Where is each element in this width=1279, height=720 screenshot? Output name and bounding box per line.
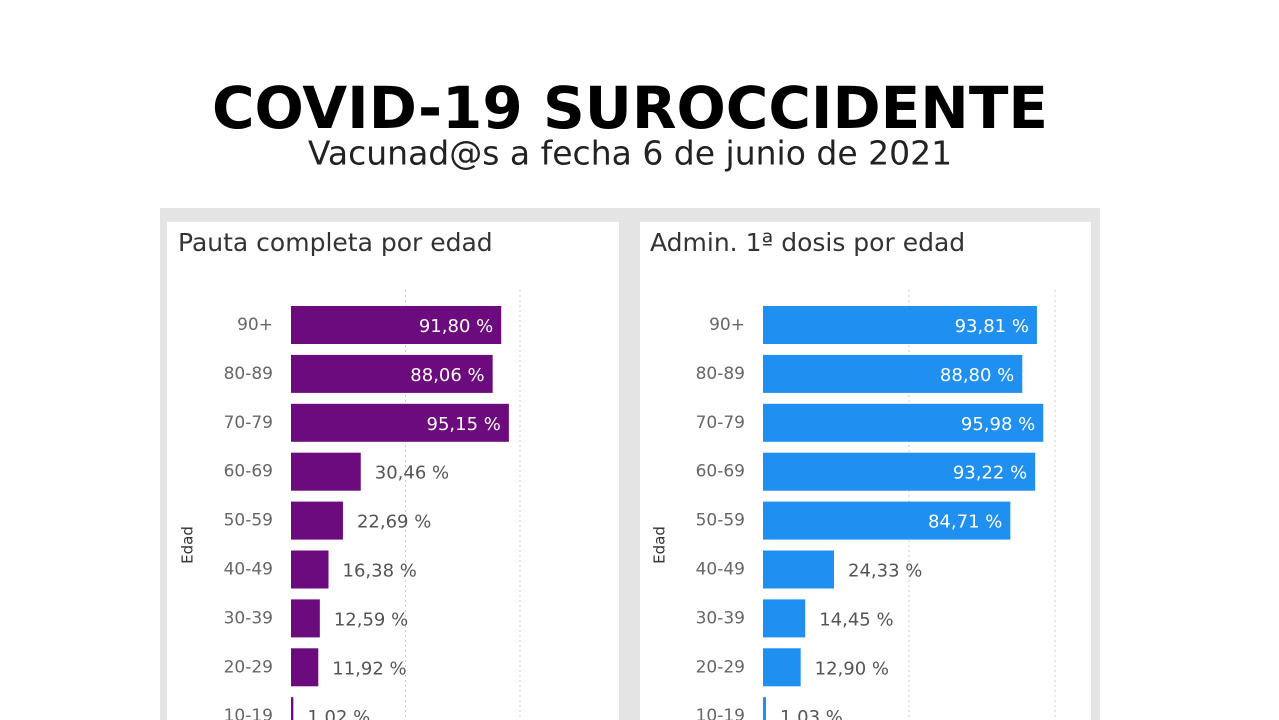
value-label: 24,33 % xyxy=(848,561,922,582)
bar xyxy=(291,599,320,638)
value-label: 12,90 % xyxy=(815,658,889,679)
category-label: 80-89 xyxy=(696,364,745,384)
value-label: 14,45 % xyxy=(819,609,893,630)
category-label: 60-69 xyxy=(224,462,273,482)
category-label: 50-59 xyxy=(224,511,273,531)
bar xyxy=(291,550,329,589)
value-label: 88,06 % xyxy=(410,365,484,386)
page-subtitle: Vacunad@s a fecha 6 de junio de 2021 xyxy=(308,134,952,173)
category-label: 90+ xyxy=(237,315,273,335)
category-label: 20-29 xyxy=(224,657,273,677)
value-label: 95,98 % xyxy=(961,414,1035,435)
bar xyxy=(291,306,502,344)
category-label: 30-39 xyxy=(696,608,745,628)
category-label: 10-19 xyxy=(696,706,745,720)
panel-title: Admin. 1ª dosis por edad xyxy=(650,228,965,257)
category-label: 70-79 xyxy=(696,413,745,433)
category-label: 60-69 xyxy=(696,462,745,482)
category-label: 70-79 xyxy=(224,413,273,433)
value-label: 95,15 % xyxy=(427,414,501,435)
panel xyxy=(167,222,619,720)
value-label: 11,92 % xyxy=(332,658,406,679)
bar xyxy=(291,648,319,687)
category-label: 80-89 xyxy=(224,364,273,384)
category-label: 40-49 xyxy=(224,560,273,580)
value-label: 88,80 % xyxy=(940,365,1014,386)
category-label: 50-59 xyxy=(696,511,745,531)
bar xyxy=(763,648,801,687)
value-label: 1,02 % xyxy=(307,707,370,720)
value-label: 91,80 % xyxy=(419,316,493,337)
bar xyxy=(763,306,1037,344)
bar xyxy=(291,697,294,720)
bar xyxy=(763,599,806,638)
bar xyxy=(763,354,1023,393)
bar xyxy=(291,501,343,540)
bar xyxy=(763,403,1044,442)
bar xyxy=(763,452,1036,491)
value-label: 16,38 % xyxy=(343,561,417,582)
bar xyxy=(763,550,835,589)
category-label: 30-39 xyxy=(224,608,273,628)
y-axis-label: Edad xyxy=(651,526,669,564)
panel-title: Pauta completa por edad xyxy=(178,228,493,257)
bar xyxy=(763,501,1011,540)
bar xyxy=(763,697,767,720)
value-label: 1,03 % xyxy=(780,707,843,720)
category-label: 20-29 xyxy=(696,657,745,677)
page-title: COVID-19 SUROCCIDENTE xyxy=(212,74,1048,142)
bar xyxy=(291,452,361,491)
y-axis-label: Edad xyxy=(179,526,197,564)
category-label: 10-19 xyxy=(224,706,273,720)
value-label: 12,59 % xyxy=(334,609,408,630)
bar xyxy=(291,354,493,393)
value-label: 84,71 % xyxy=(928,512,1002,533)
bar xyxy=(291,403,509,442)
value-label: 93,81 % xyxy=(955,316,1029,337)
value-label: 30,46 % xyxy=(375,463,449,484)
value-label: 22,69 % xyxy=(357,512,431,533)
category-label: 90+ xyxy=(709,315,745,335)
value-label: 93,22 % xyxy=(953,463,1027,484)
category-label: 40-49 xyxy=(696,560,745,580)
